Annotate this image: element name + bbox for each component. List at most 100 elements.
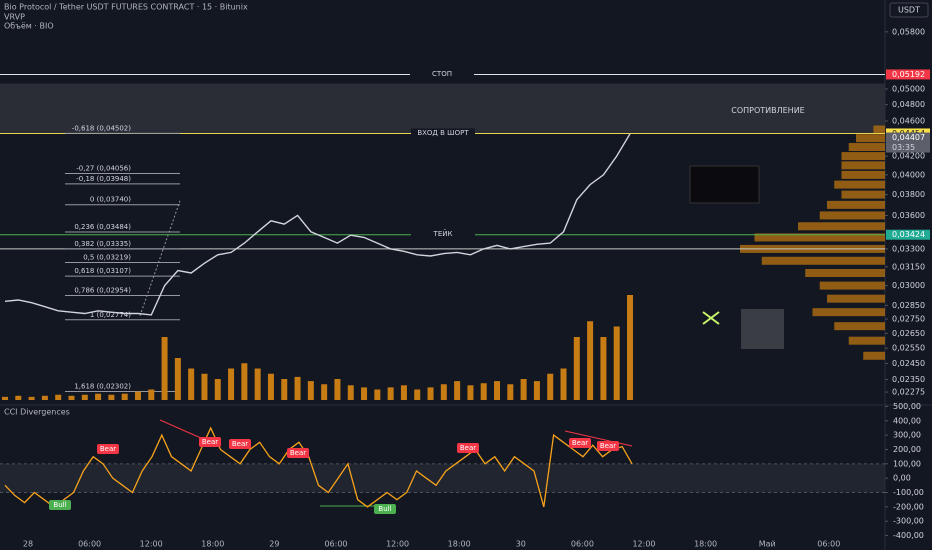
volume-bar xyxy=(480,383,487,400)
y-tick-label: 500,00 xyxy=(893,402,921,411)
symbol-title: Bio Protocol / Tether USDT FUTURES CONTR… xyxy=(4,3,248,12)
y-tick-label: 0,04600 xyxy=(892,117,925,126)
volume-bar xyxy=(560,368,567,400)
fib-trend xyxy=(139,200,181,316)
currency-button[interactable] xyxy=(889,2,929,18)
countdown: 03:35 xyxy=(892,143,915,152)
cci-line xyxy=(4,426,633,508)
volume-bar xyxy=(494,381,501,400)
fib-label: 0,382 (0,03335) xyxy=(74,240,131,248)
volume-bar xyxy=(520,379,527,400)
y-tick-label: 0,03150 xyxy=(892,262,925,271)
divergence-label: Bull xyxy=(378,505,391,513)
divergence-badge xyxy=(569,438,591,448)
volume-profile-bar xyxy=(827,294,885,303)
divergence-badge xyxy=(457,443,479,453)
countdown-bg xyxy=(886,142,930,153)
divergence-badge xyxy=(97,444,119,454)
y-tick-label: 0,03600 xyxy=(892,211,925,220)
volume-profile-bar xyxy=(834,322,885,331)
y-tick-label: 0,02750 xyxy=(892,315,925,324)
volume-profile-bar xyxy=(827,200,885,209)
price-label: 0,03424 xyxy=(892,230,925,239)
volume-bar xyxy=(2,396,8,400)
level-label: СТОП xyxy=(432,70,452,78)
volume-profile-bar xyxy=(841,161,885,170)
volume-bar xyxy=(201,373,208,400)
price-label: 0,05192 xyxy=(892,70,925,79)
currency-button-label[interactable]: USDT xyxy=(898,6,920,15)
fib-label: 0,786 (0,02954) xyxy=(74,287,131,295)
volume-bar xyxy=(294,376,301,400)
indicator-label: VRVP xyxy=(4,13,25,22)
volume-profile-bar xyxy=(841,190,885,199)
volume-profile-bar xyxy=(819,281,885,290)
y-tick-label: 0,05800 xyxy=(892,27,925,36)
volume-bar xyxy=(573,337,580,400)
y-tick-label: 0,04800 xyxy=(892,100,925,109)
y-tick-label: 0,02650 xyxy=(892,329,925,338)
volume-bar xyxy=(321,384,328,400)
indicator-title: CCI Divergences xyxy=(4,408,70,417)
volume-profile-bar xyxy=(819,211,885,220)
x-tick-label: 06:00 xyxy=(817,540,840,549)
volume-profile-bar xyxy=(805,268,885,277)
y-tick-label: 0,05000 xyxy=(892,84,925,93)
y-tick-label: 0,04000 xyxy=(892,170,925,179)
volume-bar xyxy=(241,363,248,400)
divergence-badge xyxy=(199,437,221,447)
volume-bar xyxy=(281,379,288,400)
x-tick-label: 12:00 xyxy=(632,540,655,549)
x-tick-label: 12:00 xyxy=(386,540,409,549)
volume-bar xyxy=(134,391,141,400)
x-tick-label: 06:00 xyxy=(78,540,101,549)
level-label: ТЕЙК xyxy=(433,229,453,238)
divergence-label: Bear xyxy=(600,442,616,450)
volume-bar xyxy=(161,337,168,400)
y-tick-label: 0,02450 xyxy=(892,359,925,368)
volume-bar xyxy=(454,381,461,400)
y-tick-label: 0,03800 xyxy=(892,190,925,199)
volume-profile-bar xyxy=(761,256,885,265)
volume-profile-bar xyxy=(863,351,885,360)
volume-bar xyxy=(414,389,421,400)
volume-profile-bar xyxy=(841,170,885,179)
icon xyxy=(702,311,720,325)
y-tick-label: 0,00 xyxy=(893,474,911,483)
x-tick-label: 06:00 xyxy=(571,540,594,549)
volume-bar xyxy=(427,387,434,400)
y-tick-label: -400,00 xyxy=(893,531,924,540)
fib-label: 1 (0,02774) xyxy=(90,311,131,319)
fib-label: -0,18 (0,03948) xyxy=(76,175,131,183)
volume-bar xyxy=(387,387,394,400)
volume-bar xyxy=(547,373,554,400)
volume-bar xyxy=(81,394,88,400)
volume-profile-bar xyxy=(873,125,885,134)
divergence-line xyxy=(564,430,633,447)
volume-bar xyxy=(361,387,368,400)
indicator-label: Объём · BIO xyxy=(4,22,54,31)
y-tick-label: 0,03300 xyxy=(892,244,925,253)
x-tick-label: 18:00 xyxy=(448,540,471,549)
volume-bar xyxy=(228,368,235,400)
volume-bar xyxy=(374,389,381,400)
x-tick-label: 18:00 xyxy=(694,540,717,549)
volume-bar xyxy=(347,385,354,400)
level-label: ВХОД В ШОРТ xyxy=(417,129,469,137)
y-tick-label: 0,04200 xyxy=(892,152,925,161)
y-tick-label: -200,00 xyxy=(893,502,924,511)
volume-bar xyxy=(440,384,447,400)
fib-label: 1,618 (0,02302) xyxy=(74,383,131,391)
y-tick-label: 400,00 xyxy=(893,416,921,425)
volume-bar xyxy=(15,395,22,400)
level-label-bg xyxy=(411,128,475,138)
x-tick-label: 06:00 xyxy=(324,540,347,549)
y-tick-label: -100,00 xyxy=(893,488,924,497)
volume-bar xyxy=(108,394,115,400)
fib-label: 0,618 (0,03107) xyxy=(74,267,131,275)
volume-bar xyxy=(400,385,407,400)
volume-bar xyxy=(267,373,274,400)
divergence-label: Bull xyxy=(53,501,66,509)
fib-label: 0 (0,03740) xyxy=(90,196,131,204)
